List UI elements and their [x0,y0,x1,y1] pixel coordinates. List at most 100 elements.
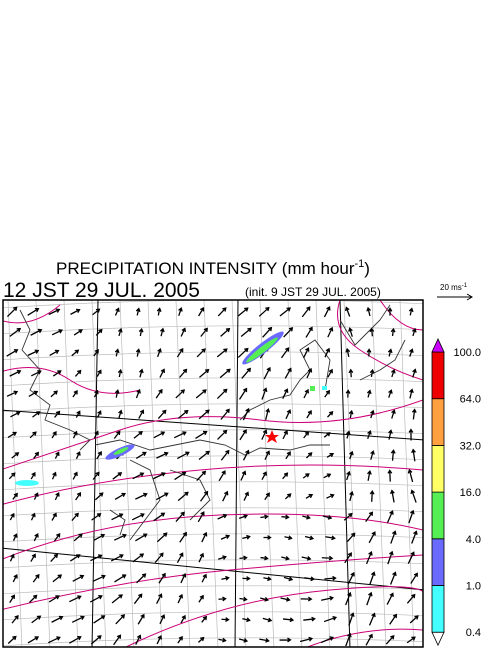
wind-arrow [8,472,16,480]
wind-arrow [264,492,270,501]
wind-arrow [303,616,316,622]
wind-arrow [261,387,268,400]
wind-arrow [412,368,417,378]
wind-arrow [12,492,18,500]
wind-arrow [411,448,416,462]
coastline [339,304,391,346]
wind-arrow [237,307,249,317]
grid-line [399,300,415,647]
wind-arrow [281,555,290,561]
wind-arrow [325,535,336,541]
boundary-line [234,300,239,647]
wind-arrow [32,411,41,418]
wind-arrow [283,576,294,582]
wind-arrow [304,576,316,582]
wind-arrow [282,472,289,480]
wind-arrow [12,533,18,541]
wind-arrow [11,614,19,624]
wind-arrow [132,553,145,563]
wind-arrow [9,512,15,521]
wind-arrow [345,632,352,647]
wind-arrow [303,431,310,439]
wind-arrow [30,328,43,336]
coastline [239,339,331,421]
wind-arrow [92,308,101,316]
wind-arrow [263,576,272,582]
wind-arrow [218,637,227,643]
wind-arrow [27,307,40,316]
wind-arrow [197,636,205,643]
wind-arrow [410,572,418,584]
scale-label: 20 ms-1 [440,283,468,292]
wind-arrow [263,366,271,380]
wind-arrow [369,368,375,378]
wind-arrow [237,347,249,358]
wind-arrow [369,327,375,337]
wind-arrow [390,327,396,337]
wind-arrow [390,449,396,461]
wind-arrow [222,490,229,502]
wind-arrow [242,449,250,461]
wind-arrow [299,636,314,643]
wind-arrow [135,451,147,459]
wind-arrow [29,431,37,439]
wind-arrow [217,429,228,440]
wind-arrow [238,638,249,643]
wind-arrow [263,535,272,540]
wind-arrow [139,368,144,378]
wind-arrow [75,451,81,460]
wind-arrow [348,612,355,626]
wind-arrow [176,347,184,358]
wind-arrow [54,410,61,418]
colorbar-segment [431,444,445,493]
wind-arrow [92,471,100,480]
wind-arrow [93,349,99,357]
rain-patch [322,386,327,390]
wind-arrow [390,489,395,503]
wind-arrow [159,368,166,378]
wind-arrow [408,509,415,524]
wind-arrow [346,532,356,543]
wind-arrow [390,530,397,544]
wind-arrow [366,348,372,357]
wind-arrow [321,555,334,561]
map-title: PRECIPITATION INTENSITY (mm hour-1) [56,258,370,278]
wind-arrow [12,573,18,583]
valid-time: 12 JST 29 JUL. 2005 [3,279,200,302]
wind-arrow [240,327,252,338]
title-sup: -1 [355,258,365,270]
coastline [94,439,330,456]
colorbar-label: 1.0 [466,581,481,593]
wind-arrow [368,531,376,544]
wind-arrow [71,512,79,521]
wind-arrow [388,429,393,440]
wind-arrow [177,593,183,604]
wind-arrow [74,369,82,377]
wind-arrow [348,368,354,378]
wind-arrow [113,430,121,439]
wind-arrow [301,556,312,561]
wind-arrow [94,492,104,501]
location-star [265,430,279,443]
wind-arrow [366,591,373,606]
wind-arrow [10,411,21,418]
grid-line [3,585,423,595]
wind-arrow [344,552,352,564]
wind-arrow [33,492,39,500]
grid-line [3,403,423,413]
wind-arrow [9,369,22,377]
colorbar-segment [431,491,445,540]
wind-arrow [152,472,166,480]
wind-arrow [195,430,208,439]
wind-arrow [218,555,227,560]
wind-arrow [387,469,393,482]
wind-arrow [324,575,337,581]
wind-arrow [91,513,102,521]
wind-arrow [75,491,82,501]
wind-arrow [345,389,351,398]
wind-arrow [344,306,351,317]
wind-arrow [324,389,330,398]
wind-arrow [242,617,251,623]
colorbar-segment [431,398,445,446]
wind-arrow [410,489,417,503]
